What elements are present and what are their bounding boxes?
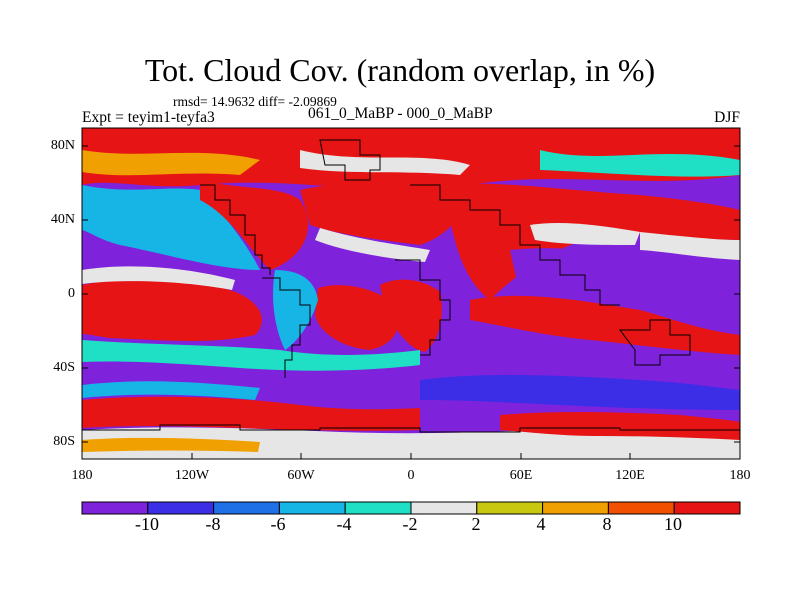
field-west-pacific-white <box>640 232 740 260</box>
coastline-africa <box>395 259 451 356</box>
field-africa-red <box>380 279 442 352</box>
field-southern-indigo <box>420 375 740 410</box>
experiment-label: Expt = teyim1-teyfa3 <box>82 109 215 126</box>
colorbar-swatch <box>81 501 149 515</box>
season-label: DJF <box>714 109 740 126</box>
x-label-120w: 120W <box>174 468 210 483</box>
colorbar <box>81 501 741 515</box>
colorbar-swatch <box>542 501 609 515</box>
x-label-180w: 180 <box>71 468 93 483</box>
period-label: 061_0_MaBP - 000_0_MaBP <box>308 105 493 122</box>
y-label-0: 0 <box>68 286 75 301</box>
x-label-60w: 60W <box>287 468 315 483</box>
axis-ticks <box>81 145 741 459</box>
colorbar-label: -6 <box>270 514 286 534</box>
field-arctic-orange <box>82 150 260 176</box>
field-eurasia-white <box>530 222 640 245</box>
x-label-60e: 60E <box>509 468 533 483</box>
colorbar-swatch <box>476 501 544 515</box>
coastline-south-america <box>262 277 311 378</box>
coastline-antarctica <box>82 424 740 433</box>
colorbar-label: -8 <box>205 514 221 534</box>
field-south-atlantic-red <box>315 285 399 350</box>
colorbar-swatch <box>673 501 741 515</box>
x-label-0: 0 <box>407 468 415 483</box>
colorbar-swatch <box>344 501 412 515</box>
colorbar-label: -4 <box>336 514 352 534</box>
coastline-australia <box>619 319 691 366</box>
field-tropical-pacific-red <box>82 279 262 342</box>
y-label-40n: 40N <box>50 212 75 227</box>
x-label-180e: 180 <box>729 468 751 483</box>
colorbar-label: 10 <box>664 514 682 534</box>
stats-label: rmsd= 14.9632 diff= -2.09869 <box>173 94 337 109</box>
map-field <box>82 128 740 459</box>
field-north-atlantic-red <box>300 184 463 245</box>
field-antarctic-orange <box>82 437 260 452</box>
colorbar-swatch <box>147 501 215 515</box>
field-nh-west-blue <box>82 185 260 270</box>
field-arctic-cyan <box>540 150 740 177</box>
coastline-eurasia <box>410 184 620 306</box>
coastline-greenland <box>319 139 381 181</box>
coastline-north-america <box>200 184 271 275</box>
colorbar-swatch <box>607 501 675 515</box>
field-southern-blue <box>82 381 260 400</box>
y-label-80n: 80N <box>50 138 75 153</box>
x-label-120e: 120E <box>615 468 645 483</box>
field-arctic-white <box>300 150 470 175</box>
field-indian-ocean-red <box>470 295 740 355</box>
y-label-40s: 40S <box>53 360 75 375</box>
field-southern-red <box>82 396 420 431</box>
field-north-america-red <box>200 180 309 270</box>
colorbar-swatch <box>213 501 280 515</box>
colorbar-label: 4 <box>536 514 546 534</box>
field-southern-cyan <box>82 340 420 371</box>
colorbar-label: -2 <box>402 514 418 534</box>
map-title: Tot. Cloud Cov. (random overlap, in %) <box>144 52 656 88</box>
field-atlantic-white <box>315 228 430 262</box>
coastline-group <box>82 139 740 433</box>
colorbar-label: 2 <box>471 514 481 534</box>
field-pacific-white <box>82 266 235 290</box>
field-antarctic-red <box>500 411 740 440</box>
colorbar-swatch <box>278 501 346 515</box>
y-label-80s: 80S <box>53 434 75 449</box>
colorbar-swatch <box>410 501 478 515</box>
colorbar-label: 8 <box>602 514 612 534</box>
colorbar-label: -10 <box>135 514 159 534</box>
